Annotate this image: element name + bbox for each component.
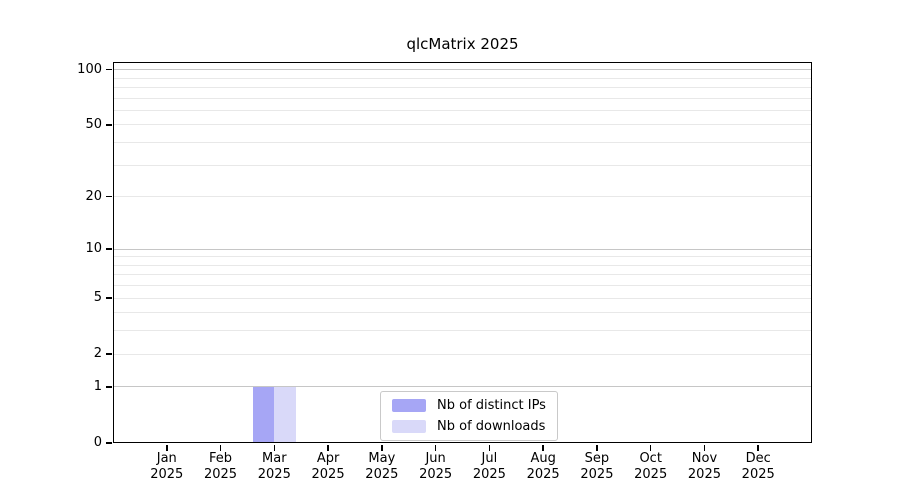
legend: Nb of distinct IPs Nb of downloads	[380, 391, 558, 441]
gridline	[114, 164, 811, 166]
x-tick-label: Jan 2025	[150, 451, 184, 482]
x-tick-label: Nov 2025	[687, 451, 721, 482]
gridline	[114, 297, 811, 299]
legend-swatch-downloads	[392, 420, 426, 433]
x-tick-mark	[219, 444, 222, 451]
x-tick-mark	[166, 444, 168, 451]
gridline	[114, 86, 811, 88]
gridline	[114, 124, 811, 126]
x-tick-label: Jul 2025	[472, 451, 506, 482]
x-tick-label: Feb 2025	[203, 451, 238, 482]
gridline	[114, 285, 811, 287]
y-tick-mark	[106, 195, 112, 198]
x-tick-mark	[327, 444, 329, 451]
gridline	[114, 196, 811, 198]
gridline	[114, 248, 811, 250]
x-tick-label: Oct 2025	[634, 451, 668, 482]
x-tick-mark	[703, 444, 706, 451]
legend-label-distinct-ips: Nb of distinct IPs	[437, 398, 546, 413]
x-tick-label: May 2025	[365, 451, 399, 482]
y-tick-label: 20	[85, 188, 102, 204]
legend-item-distinct-ips: Nb of distinct IPs	[392, 397, 546, 414]
x-tick-mark	[488, 444, 491, 451]
x-tick-mark	[381, 444, 383, 451]
y-tick-mark	[106, 68, 112, 71]
gridline	[114, 274, 811, 276]
gridline	[114, 97, 811, 99]
gridline	[114, 109, 811, 111]
x-tick-label: Dec 2025	[741, 451, 775, 482]
y-tick-mark	[106, 124, 112, 126]
x-tick-label: Sep 2025	[580, 451, 614, 482]
y-tick-label: 0	[93, 435, 102, 450]
gridline	[114, 330, 811, 332]
x-tick-mark	[596, 444, 598, 451]
gridline	[114, 256, 811, 258]
x-tick-mark	[757, 444, 759, 451]
y-tick-label: 2	[93, 346, 102, 362]
y-tick-mark	[106, 297, 112, 299]
x-tick-label: Aug 2025	[526, 451, 560, 482]
gridline	[114, 312, 811, 314]
x-tick-mark	[649, 444, 652, 451]
legend-swatch-distinct-ips	[392, 399, 426, 412]
y-tick-mark	[106, 386, 112, 388]
y-tick-label: 100	[77, 61, 102, 77]
x-tick-mark	[434, 444, 437, 451]
y-tick-mark	[106, 442, 112, 444]
x-tick-label: Jun 2025	[419, 451, 453, 482]
y-tick-label: 10	[85, 241, 102, 256]
y-tick-label: 1	[93, 378, 102, 394]
gridline	[114, 264, 811, 266]
y-tick-mark	[106, 353, 112, 355]
x-tick-label: Apr 2025	[311, 451, 345, 482]
gridline	[114, 386, 811, 388]
y-tick-label: 50	[85, 116, 102, 132]
gridline	[114, 69, 811, 71]
bar-distinct-ips	[252, 386, 275, 443]
x-tick-mark	[273, 444, 276, 451]
chart-title: qlcMatrix 2025	[406, 35, 519, 53]
legend-label-downloads: Nb of downloads	[437, 419, 546, 434]
y-tick-label: 5	[93, 290, 102, 306]
legend-item-downloads: Nb of downloads	[392, 418, 546, 435]
gridline	[114, 353, 811, 355]
bar-downloads	[274, 386, 296, 443]
gridline	[114, 142, 811, 144]
x-tick-label: Mar 2025	[257, 451, 291, 482]
y-tick-mark	[106, 248, 112, 250]
x-tick-mark	[542, 444, 544, 451]
gridline	[114, 77, 811, 79]
